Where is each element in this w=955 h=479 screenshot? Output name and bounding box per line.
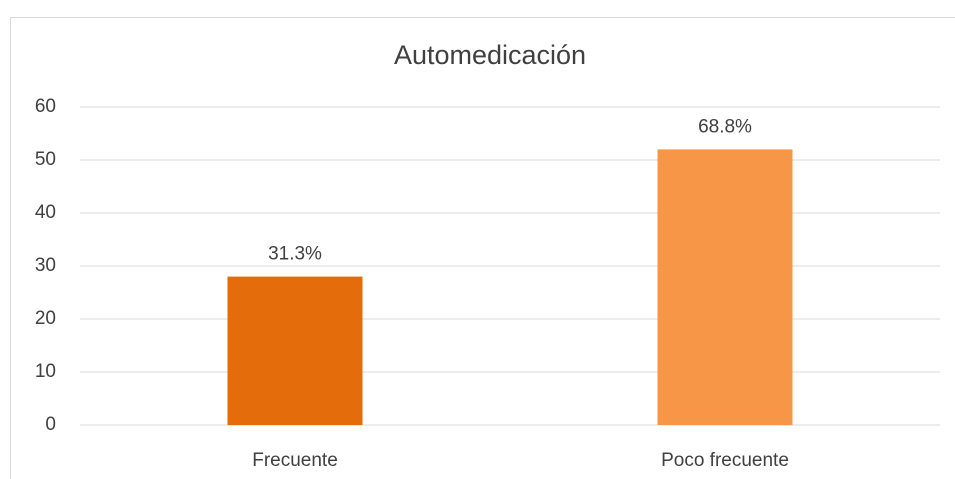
chart-frame xyxy=(10,17,955,479)
bar xyxy=(657,149,793,425)
y-tick-label: 60 xyxy=(35,96,56,117)
y-tick-label: 0 xyxy=(45,414,56,435)
x-tick-label: Poco frecuente xyxy=(661,450,789,471)
x-tick-label: Frecuente xyxy=(252,450,338,471)
y-tick-label: 50 xyxy=(35,149,56,170)
bar xyxy=(227,276,363,425)
data-label: 68.8% xyxy=(698,116,752,137)
y-tick-label: 20 xyxy=(35,308,56,329)
chart-title: Automedicación xyxy=(394,40,586,70)
data-label: 31.3% xyxy=(268,244,322,265)
y-tick-label: 40 xyxy=(35,202,56,223)
y-tick-label: 10 xyxy=(35,361,56,382)
y-tick-label: 30 xyxy=(35,255,56,276)
